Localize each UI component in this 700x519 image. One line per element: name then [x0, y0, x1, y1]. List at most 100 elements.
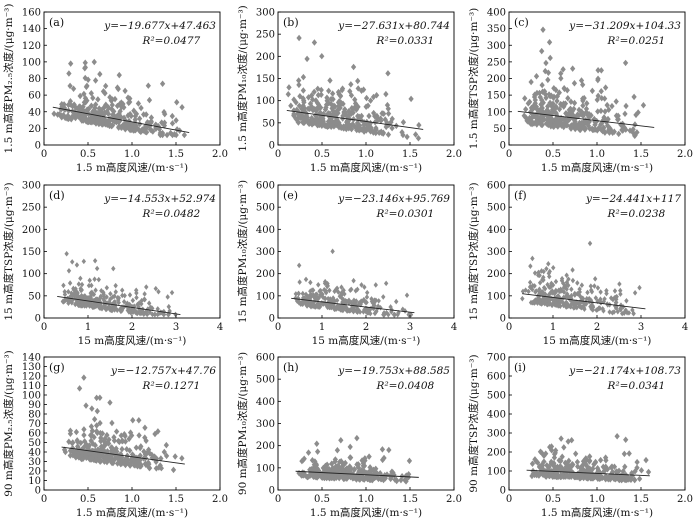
data-point	[293, 115, 299, 122]
data-point	[111, 433, 117, 441]
data-point	[524, 117, 530, 124]
x-tick-label: 1	[319, 322, 325, 333]
y-tick-label: 200	[487, 448, 506, 459]
y-axis-label: 90 m高度PM₂.₅浓度/(μg·m⁻³)	[2, 350, 15, 497]
scatter-points	[521, 26, 647, 140]
data-point	[80, 103, 86, 110]
data-point	[584, 295, 589, 302]
y-tick-label: 60	[28, 429, 41, 440]
data-point	[389, 124, 395, 132]
scatter-points	[51, 58, 188, 139]
x-axis-label: 15 m高度风速/(m·s⁻¹)	[78, 334, 187, 347]
data-point	[159, 309, 165, 316]
data-point	[559, 275, 565, 282]
y-tick-label: 140	[22, 353, 41, 364]
data-point	[551, 264, 556, 271]
data-point	[131, 452, 137, 460]
data-point	[545, 103, 551, 110]
data-point	[120, 287, 125, 294]
data-point	[612, 288, 618, 294]
data-point	[549, 106, 556, 113]
data-point	[107, 121, 113, 128]
data-point	[293, 291, 299, 297]
data-point	[609, 470, 615, 477]
y-tick-label: 40	[28, 448, 41, 459]
regression-line	[517, 110, 655, 128]
data-point	[142, 291, 147, 297]
r-squared: R²=0.0301	[376, 208, 435, 220]
data-point	[117, 100, 123, 107]
data-point	[566, 114, 572, 122]
y-tick-label: 500	[487, 391, 506, 402]
data-point	[118, 123, 124, 131]
data-point	[611, 309, 617, 315]
y-tick-label: 0	[500, 314, 506, 325]
panel-b: 0 0.5 1.0 1.5 2.0 0 50 100 150 200 250 300 (b) y=−27.…	[236, 5, 462, 174]
data-point	[106, 436, 112, 443]
y-tick-label: 300	[487, 247, 506, 258]
data-point	[640, 101, 647, 109]
data-point	[368, 310, 373, 317]
data-point	[62, 291, 68, 298]
regression-line	[61, 446, 185, 465]
data-point	[71, 101, 77, 108]
y-tick-label: 250	[22, 203, 41, 214]
data-point	[315, 91, 321, 99]
data-point	[300, 87, 306, 94]
data-point	[153, 465, 159, 472]
y-tick-label: 100	[487, 107, 506, 118]
data-point	[333, 114, 340, 122]
data-point	[145, 446, 152, 454]
data-point	[539, 96, 545, 104]
y-tick-label: 600	[256, 181, 275, 192]
data-point	[589, 288, 595, 295]
x-tick-label: 2.0	[677, 494, 693, 505]
data-point	[527, 284, 533, 290]
data-point	[537, 279, 543, 286]
data-point	[141, 448, 147, 455]
data-point	[148, 127, 154, 134]
x-axis-label: 1.5 m高度风速/(m·s⁻¹)	[541, 161, 653, 174]
y-tick-label: 80	[28, 74, 41, 85]
x-tick-label: 1.0	[358, 494, 374, 505]
data-point	[585, 289, 590, 296]
data-point	[548, 123, 554, 130]
data-point	[87, 454, 93, 461]
data-point	[313, 116, 320, 124]
data-point	[561, 444, 567, 451]
y-tick-label: 300	[256, 8, 275, 19]
data-point	[131, 303, 137, 310]
data-point	[91, 58, 97, 66]
data-point	[544, 116, 551, 123]
data-point	[322, 280, 328, 287]
data-point	[613, 468, 620, 475]
data-point	[540, 276, 545, 283]
data-point	[334, 446, 341, 454]
data-point	[327, 77, 333, 84]
data-point	[122, 126, 128, 133]
y-tick-label: 350	[487, 24, 506, 35]
data-point	[630, 129, 636, 136]
data-point	[569, 286, 574, 293]
data-point	[161, 119, 168, 126]
data-point	[381, 454, 387, 462]
panel-label: (c)	[514, 16, 529, 29]
scatter-points	[60, 250, 178, 318]
data-point	[312, 105, 318, 113]
y-tick-label: 300	[256, 247, 275, 258]
data-point	[91, 297, 97, 304]
y-axis-label: 1.5 m高度PM₁₀浓度/(μg·m⁻³)	[236, 5, 249, 152]
y-tick-label: 400	[487, 8, 506, 19]
data-point	[306, 294, 311, 300]
panel-c: 0 0.5 1.0 1.5 2.0 0 50 100 150 200 250 300 350 400 (c)…	[467, 8, 693, 175]
y-axis-label: 90 m高度TSP浓度/(μg·m⁻³)	[467, 354, 480, 492]
data-point	[134, 287, 139, 294]
data-point	[339, 85, 346, 92]
x-tick-label: 0	[275, 322, 281, 333]
data-point	[386, 311, 391, 318]
data-point	[542, 285, 548, 292]
data-point	[351, 297, 357, 304]
data-point	[537, 272, 542, 279]
data-point	[126, 460, 133, 468]
data-point	[539, 88, 546, 96]
